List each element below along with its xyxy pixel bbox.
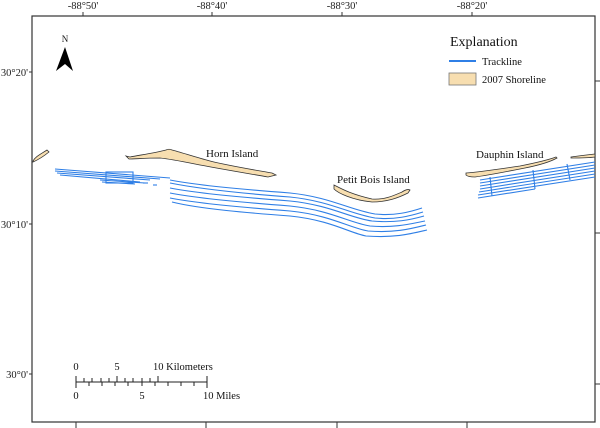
trackline [169,182,424,220]
lon-tick-label: -88°20' [457,1,488,12]
trackline [479,167,596,187]
legend: Explanation Trackline 2007 Shoreline [448,35,546,86]
lon-tick-label: -88°30' [327,1,358,12]
scale-mile-5: 5 [139,391,144,402]
trackline [479,161,596,181]
longitude-ticks-top: -88°50' -88°40' -88°30' -88°20' [68,1,488,16]
lon-tick-label: -88°40' [197,1,228,12]
scale-km-5: 5 [114,362,119,373]
lat-tick-label: 30°0' [6,370,28,381]
trackline [169,197,427,233]
trackline [54,168,171,179]
scale-bar: 0 5 10 Kilometers [73,362,240,402]
map-frame [31,15,596,423]
scale-mile-ticks [88,376,208,388]
island-label-dauphin: Dauphin Island [476,149,544,161]
latitude-ticks-left: 30°20' 30°10' 30°0' [1,68,32,381]
island-dauphin [465,156,558,178]
north-arrow-label: N [62,34,69,44]
legend-title: Explanation [450,35,518,50]
island-left-edge [32,149,50,163]
legend-shoreline-swatch [448,72,477,86]
trackline [99,179,146,184]
trackline [59,174,141,183]
trackline [169,187,425,223]
tracklines [54,161,596,238]
trackline [169,179,423,216]
north-arrow: N [56,34,73,71]
trackline [171,201,428,238]
shoreline-features [32,148,596,203]
scale-mile-10: 10 Miles [203,391,240,402]
lat-tick-label: 30°20' [1,68,28,79]
island-horn [124,148,278,178]
legend-trackline-label: Trackline [482,57,522,68]
trackline-cross [532,169,536,190]
legend-shoreline-label: 2007 Shoreline [482,75,546,86]
trackline [56,172,151,181]
trackline-box [105,171,134,184]
island-label-horn: Horn Island [206,148,259,160]
trackline [479,170,596,190]
trackline [54,170,161,180]
trackline [169,192,426,228]
island-petit-bois [333,184,411,203]
scale-km-10: 10 Kilometers [153,362,213,373]
scale-km-0: 0 [73,362,78,373]
trackline [478,173,596,193]
scale-km-ticks [75,376,159,388]
lon-tick-label: -88°50' [68,1,99,12]
lat-tick-label: 30°10' [1,220,28,231]
trackline-cross [489,176,493,197]
trackline [479,164,596,184]
trackline [477,176,596,196]
latitude-ticks-right [595,80,600,385]
island-label-petit-bois: Petit Bois Island [337,174,410,186]
longitude-ticks-bottom [75,422,468,428]
scale-mile-0: 0 [73,391,78,402]
north-arrow-icon [56,47,73,71]
trackline-cross [566,163,571,181]
trackline [477,188,536,199]
island-right-edge [570,153,596,159]
